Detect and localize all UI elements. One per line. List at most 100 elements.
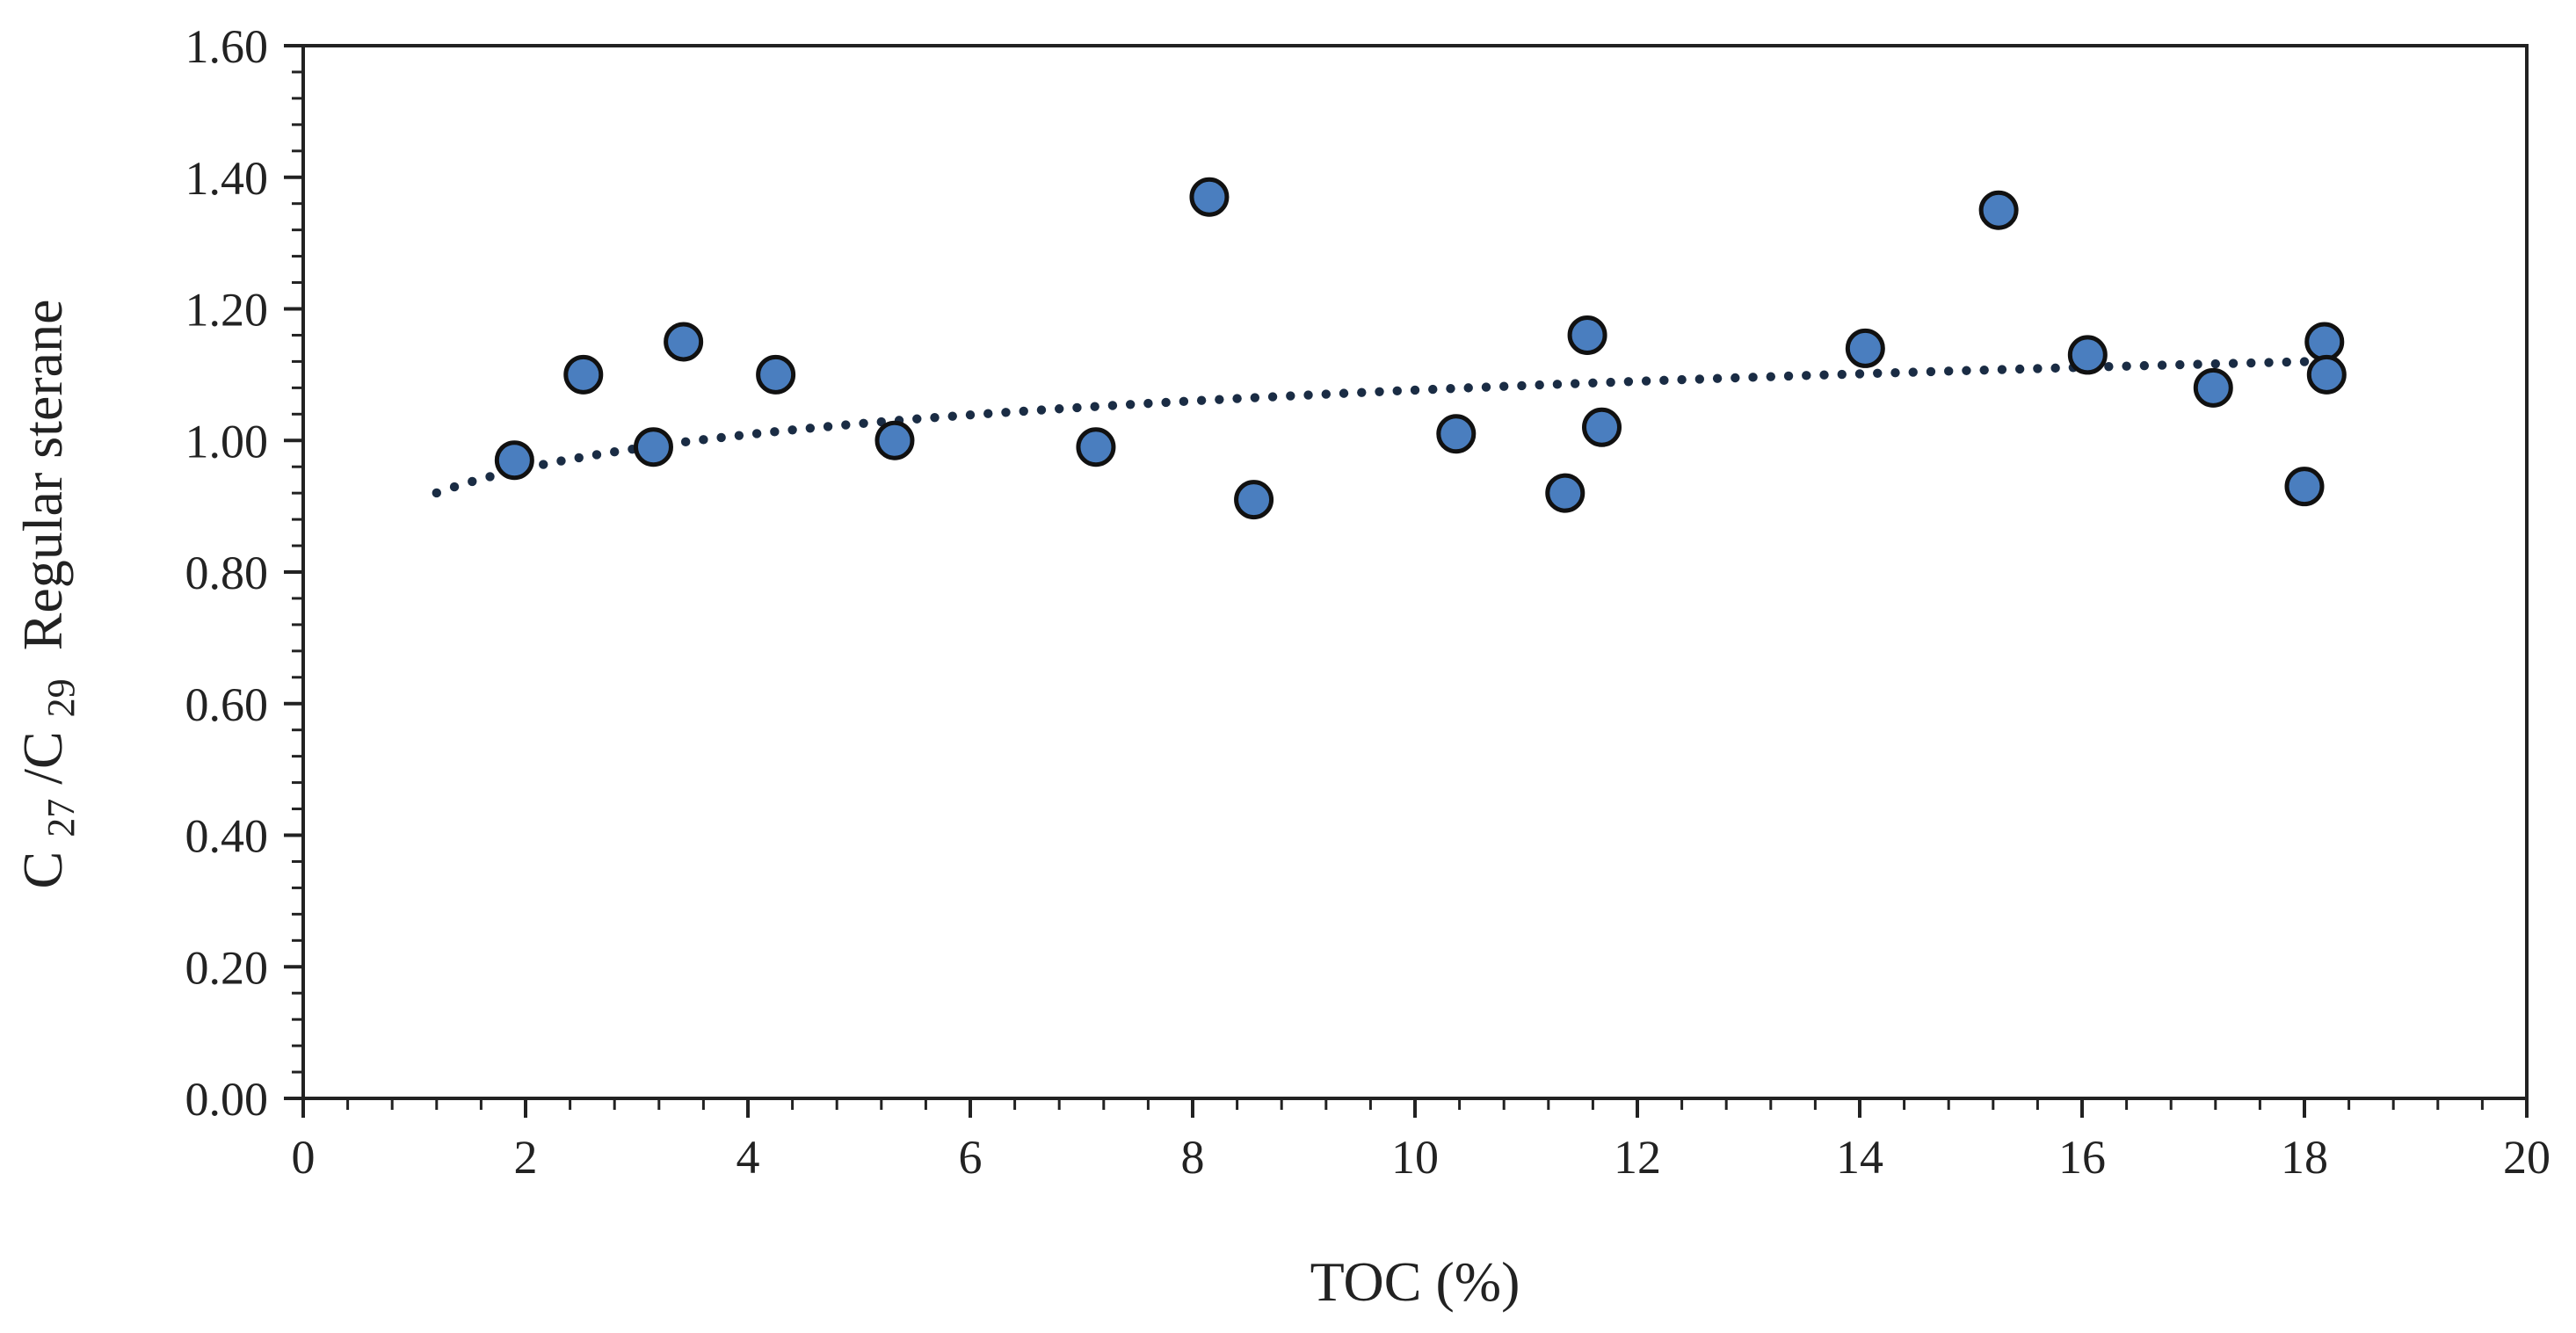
trendline-dot — [1267, 392, 1278, 402]
trendline-dot — [1196, 395, 1207, 405]
trendline-dot — [1107, 401, 1118, 410]
trendline-dot — [574, 453, 584, 463]
data-point — [664, 322, 704, 362]
y-tick-label: 0.20 — [185, 941, 269, 994]
trendline-dot — [432, 488, 441, 498]
trendline-dot — [1997, 365, 2007, 374]
trendline-dot — [2210, 359, 2220, 369]
x-axis-ticks — [301, 1098, 2529, 1118]
trendline-dot — [1161, 397, 1171, 408]
data-point — [1436, 414, 1477, 454]
trendline-dot — [1019, 406, 1028, 417]
y-title-rest: Regular sterane — [11, 300, 74, 665]
trendline-dot — [1890, 367, 1900, 378]
x-axis-title: TOC (%) — [1310, 1250, 1520, 1313]
trendline-dot — [699, 435, 708, 445]
data-point — [1234, 480, 1274, 520]
y-tick-label: 0.80 — [185, 547, 269, 599]
trendline-dot — [1802, 371, 1811, 380]
trendline-dot — [1055, 404, 1064, 414]
data-point — [494, 440, 534, 481]
data-point — [563, 354, 604, 395]
trendline-dot — [2264, 358, 2274, 367]
trendline-dot — [1215, 395, 1224, 404]
data-point — [1076, 427, 1116, 467]
trendline-dot — [805, 424, 816, 433]
trendline-dot — [912, 414, 922, 424]
trendline-dot — [1357, 388, 1367, 397]
trendline-dot — [1250, 393, 1260, 402]
trendline-dot — [485, 472, 495, 482]
y-title-c2: /C — [11, 731, 74, 784]
y-tick-label: 0.00 — [185, 1073, 269, 1126]
trendline-dot — [1694, 374, 1705, 384]
data-point — [2306, 354, 2347, 395]
trendline-dot — [1001, 408, 1011, 417]
trendline-dot — [1232, 394, 1242, 403]
trendline-dot — [1517, 380, 1527, 391]
x-tick-label: 4 — [737, 1131, 760, 1184]
data-point — [874, 420, 915, 460]
x-tick-label: 6 — [959, 1131, 983, 1184]
trendline-dot — [930, 412, 940, 423]
trendline-dot — [1677, 374, 1687, 385]
trendline-dot — [1072, 402, 1082, 413]
trendline-dot — [1179, 396, 1189, 407]
trendline-dot — [2033, 364, 2043, 373]
trendline-dot — [2246, 358, 2256, 368]
trendline-dot — [1944, 366, 1954, 376]
y-tick-label: 0.60 — [185, 678, 269, 731]
data-point — [2304, 322, 2345, 362]
x-tick-label: 16 — [2058, 1131, 2106, 1184]
x-tick-label: 14 — [1836, 1131, 1883, 1184]
y-axis-title: C 27 /C 29 Regular sterane — [11, 300, 86, 889]
trendline-dot — [787, 425, 797, 435]
trendline-dot — [947, 411, 957, 421]
x-tick-label: 10 — [1391, 1131, 1439, 1184]
trendline-dot — [1463, 383, 1473, 393]
trendline-dot — [2139, 360, 2150, 371]
data-point — [1978, 190, 2019, 230]
trendline-dot — [1908, 367, 1918, 377]
trendline-dot — [2299, 357, 2310, 366]
trendline-dot — [823, 422, 833, 431]
trendline-dot — [1641, 376, 1651, 386]
trendline-dot — [449, 482, 460, 492]
trendline-dot — [1428, 384, 1438, 395]
data-point — [1189, 177, 1230, 217]
trendline-dot — [2175, 359, 2185, 370]
data-point — [1582, 407, 1622, 447]
trendline-dot — [734, 431, 744, 440]
trendline-dot — [1535, 380, 1544, 390]
y-tick-label: 0.40 — [185, 810, 269, 863]
trendline-dot — [1588, 378, 1598, 388]
trendline-dot — [1570, 379, 1580, 388]
trendline-dot — [1143, 398, 1153, 409]
trendline-dot — [965, 409, 976, 420]
trendline-dot — [2157, 360, 2167, 370]
trendline-dot — [1837, 369, 1847, 380]
data-point — [1845, 328, 1885, 368]
trendline-dot — [2104, 362, 2114, 372]
trendline-dot — [1481, 382, 1491, 392]
trendline-dot — [1606, 377, 1615, 388]
x-tick-label: 18 — [2281, 1131, 2328, 1184]
trendline-dot — [1392, 386, 1402, 396]
trendline-dot — [2014, 364, 2025, 374]
trendline-dot — [468, 476, 477, 487]
y-tick-label: 1.00 — [185, 415, 269, 467]
trendline-dot — [2050, 363, 2060, 373]
data-point — [1545, 473, 1586, 513]
trendline-dot — [859, 418, 868, 428]
trendline-dot — [1659, 375, 1669, 386]
trendline-dot — [556, 456, 566, 466]
y-title-c1: C — [11, 851, 74, 889]
trendline-dot — [1125, 400, 1136, 409]
y-tick-label: 1.20 — [185, 284, 269, 337]
trendline-dot — [1499, 381, 1509, 391]
y-tick-labels: 0.00 0.20 0.40 0.60 0.80 1.00 1.20 1.40 1.60 — [185, 20, 269, 1126]
x-tick-label: 8 — [1181, 1131, 1205, 1184]
plot-area-frame — [301, 44, 2529, 1100]
trendline-dot — [1819, 370, 1829, 380]
